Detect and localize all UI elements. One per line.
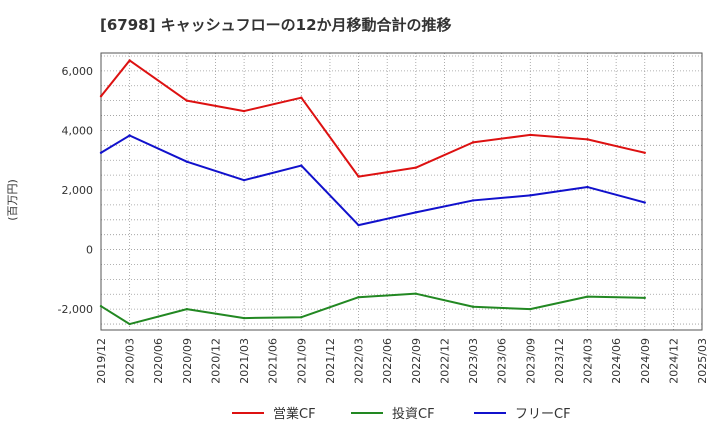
data-point [99,94,103,98]
x-tick-label: 2022/12 [438,338,451,384]
data-point [643,201,646,204]
data-point [586,295,589,298]
x-tick-label: 2023/03 [467,338,480,384]
x-tick-label: 2023/09 [524,338,537,384]
series-layer [99,59,646,326]
x-tick-label: 2022/06 [381,338,394,384]
x-tick-label: 2023/06 [496,338,509,384]
data-point [471,305,475,308]
x-tick-label: 2021/03 [238,338,251,384]
axes: -2,000 0 2,000 4,000 6,000 2019/12 2020/03 2020… [58,65,709,384]
y-tick-label: 4,000 [62,124,94,137]
data-point [414,211,418,214]
data-point [357,223,360,227]
x-tick-label: 2020/12 [209,338,222,384]
data-point [128,134,131,137]
data-point [643,296,646,300]
data-point [185,307,189,311]
data-point [99,304,103,308]
data-point [185,99,189,102]
data-point [128,322,131,326]
data-point [414,292,418,295]
data-point [586,138,589,141]
data-point [242,316,246,320]
legend-label: フリーCF [515,407,571,422]
data-point [414,166,418,169]
y-tick-label: 0 [86,244,93,257]
data-point [357,175,360,178]
data-point [586,185,589,189]
data-point [128,59,131,62]
x-tick-label: 2021/12 [324,338,337,384]
chart-title: [6798] キャッシュフローの12か月移動合計の推移 [100,16,452,34]
y-tick-label: 2,000 [62,184,94,197]
data-point [529,194,532,197]
data-point [300,315,303,319]
data-point [471,141,475,144]
y-tick-label: -2,000 [58,303,93,316]
data-point [357,296,360,299]
data-point [471,199,475,202]
x-tick-label: 2024/06 [610,338,623,384]
series-line [100,134,646,227]
grid [100,53,703,330]
x-tick-label: 2020/09 [181,338,194,384]
x-tick-label: 2020/06 [152,338,165,384]
x-tick-label: 2020/03 [124,338,137,384]
data-point [529,307,532,311]
y-axis-label: (百万円) [6,179,19,221]
data-point [300,164,303,167]
x-tick-label: 2025/03 [696,338,709,384]
x-tick-label: 2021/09 [295,338,308,384]
x-tick-label: 2024/12 [667,338,680,384]
legend: 営業CF 投資CF フリーCF [232,406,571,422]
data-point [185,160,189,163]
x-tick-label: 2023/12 [553,338,566,384]
x-tick-label: 2024/09 [639,338,652,384]
legend-label: 営業CF [273,406,316,422]
data-point [643,151,646,154]
data-point [529,133,532,137]
legend-label: 投資CF [392,406,435,422]
data-point [300,96,303,99]
plot-area [100,52,703,331]
x-tick-label: 2022/09 [410,338,423,384]
y-tick-label: 6,000 [62,65,94,78]
x-tick-label: 2024/03 [582,338,595,384]
data-point [242,178,246,182]
x-tick-label: 2022/03 [353,338,366,384]
data-point [99,151,103,154]
x-tick-label: 2021/06 [267,338,280,384]
data-point [242,109,246,113]
x-tick-label: 2019/12 [95,338,108,384]
